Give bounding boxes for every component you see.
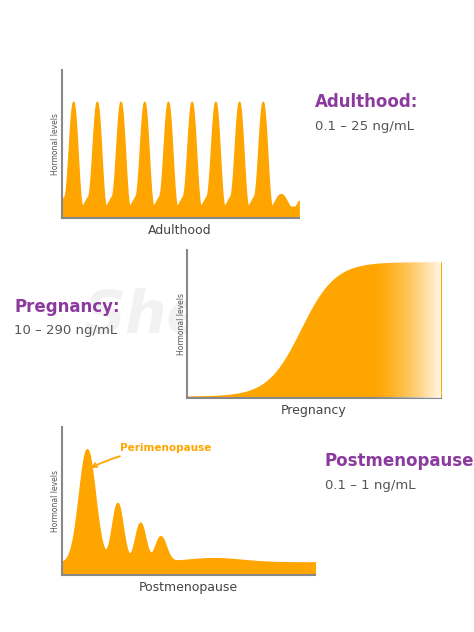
Bar [438, 250, 440, 398]
X-axis label: Pregnancy: Pregnancy [281, 404, 347, 416]
Y-axis label: Hormonal levels: Hormonal levels [177, 293, 186, 355]
Text: SheCares: SheCares [83, 288, 391, 344]
Text: Adulthood:: Adulthood: [315, 94, 419, 111]
Bar [396, 250, 397, 398]
Bar [434, 250, 435, 398]
X-axis label: Adulthood: Adulthood [148, 224, 212, 236]
Bar [417, 250, 419, 398]
Bar [383, 250, 384, 398]
Bar [435, 250, 436, 398]
Bar [400, 250, 401, 398]
Bar [388, 250, 389, 398]
Bar [428, 250, 429, 398]
Text: Postmenopause:: Postmenopause: [325, 453, 474, 470]
Y-axis label: Hormonal levels: Hormonal levels [51, 470, 60, 532]
Bar [382, 250, 383, 398]
Bar [411, 250, 412, 398]
Bar [384, 250, 385, 398]
Text: 0.1 – 1 ng/mL: 0.1 – 1 ng/mL [325, 479, 415, 492]
Bar [424, 250, 426, 398]
Bar [404, 250, 405, 398]
Bar [385, 250, 386, 398]
Bar [430, 250, 431, 398]
Bar [401, 250, 402, 398]
Bar [421, 250, 422, 398]
Bar [378, 250, 379, 398]
Bar [409, 250, 410, 398]
Bar [386, 250, 388, 398]
Bar [391, 250, 392, 398]
Y-axis label: Hormonal levels: Hormonal levels [51, 112, 60, 175]
Bar [389, 250, 390, 398]
Bar [390, 250, 391, 398]
Bar [403, 250, 404, 398]
Bar [371, 250, 372, 398]
Bar [395, 250, 396, 398]
Text: Ranges of Normal: Ranges of Normal [76, 32, 398, 63]
Bar [377, 250, 378, 398]
Bar [405, 250, 407, 398]
Bar [440, 250, 441, 398]
Bar [419, 250, 421, 398]
Bar [423, 250, 424, 398]
Bar [436, 250, 438, 398]
Bar [422, 250, 423, 398]
Bar [393, 250, 395, 398]
Bar [379, 250, 381, 398]
Bar [427, 250, 428, 398]
Bar [392, 250, 393, 398]
Bar [374, 250, 376, 398]
Text: Progesterone Levels: Progesterone Levels [52, 90, 422, 121]
Bar [416, 250, 417, 398]
Bar [407, 250, 408, 398]
Text: 0.1 – 25 ng/mL: 0.1 – 25 ng/mL [315, 120, 414, 133]
Bar [412, 250, 414, 398]
Bar [381, 250, 382, 398]
Text: Pregnancy:: Pregnancy: [14, 298, 120, 315]
Bar [402, 250, 403, 398]
Bar [408, 250, 409, 398]
Bar [429, 250, 430, 398]
Bar [376, 250, 377, 398]
Text: 10 – 290 ng/mL: 10 – 290 ng/mL [14, 324, 118, 337]
Bar [410, 250, 411, 398]
Bar [431, 250, 433, 398]
Bar [414, 250, 415, 398]
Bar [370, 250, 371, 398]
Bar [372, 250, 374, 398]
Text: Perimenopause: Perimenopause [92, 442, 211, 467]
Bar [426, 250, 427, 398]
Bar [433, 250, 434, 398]
Bar [398, 250, 400, 398]
Bar [415, 250, 416, 398]
X-axis label: Postmenopause: Postmenopause [139, 581, 238, 593]
Bar [397, 250, 398, 398]
